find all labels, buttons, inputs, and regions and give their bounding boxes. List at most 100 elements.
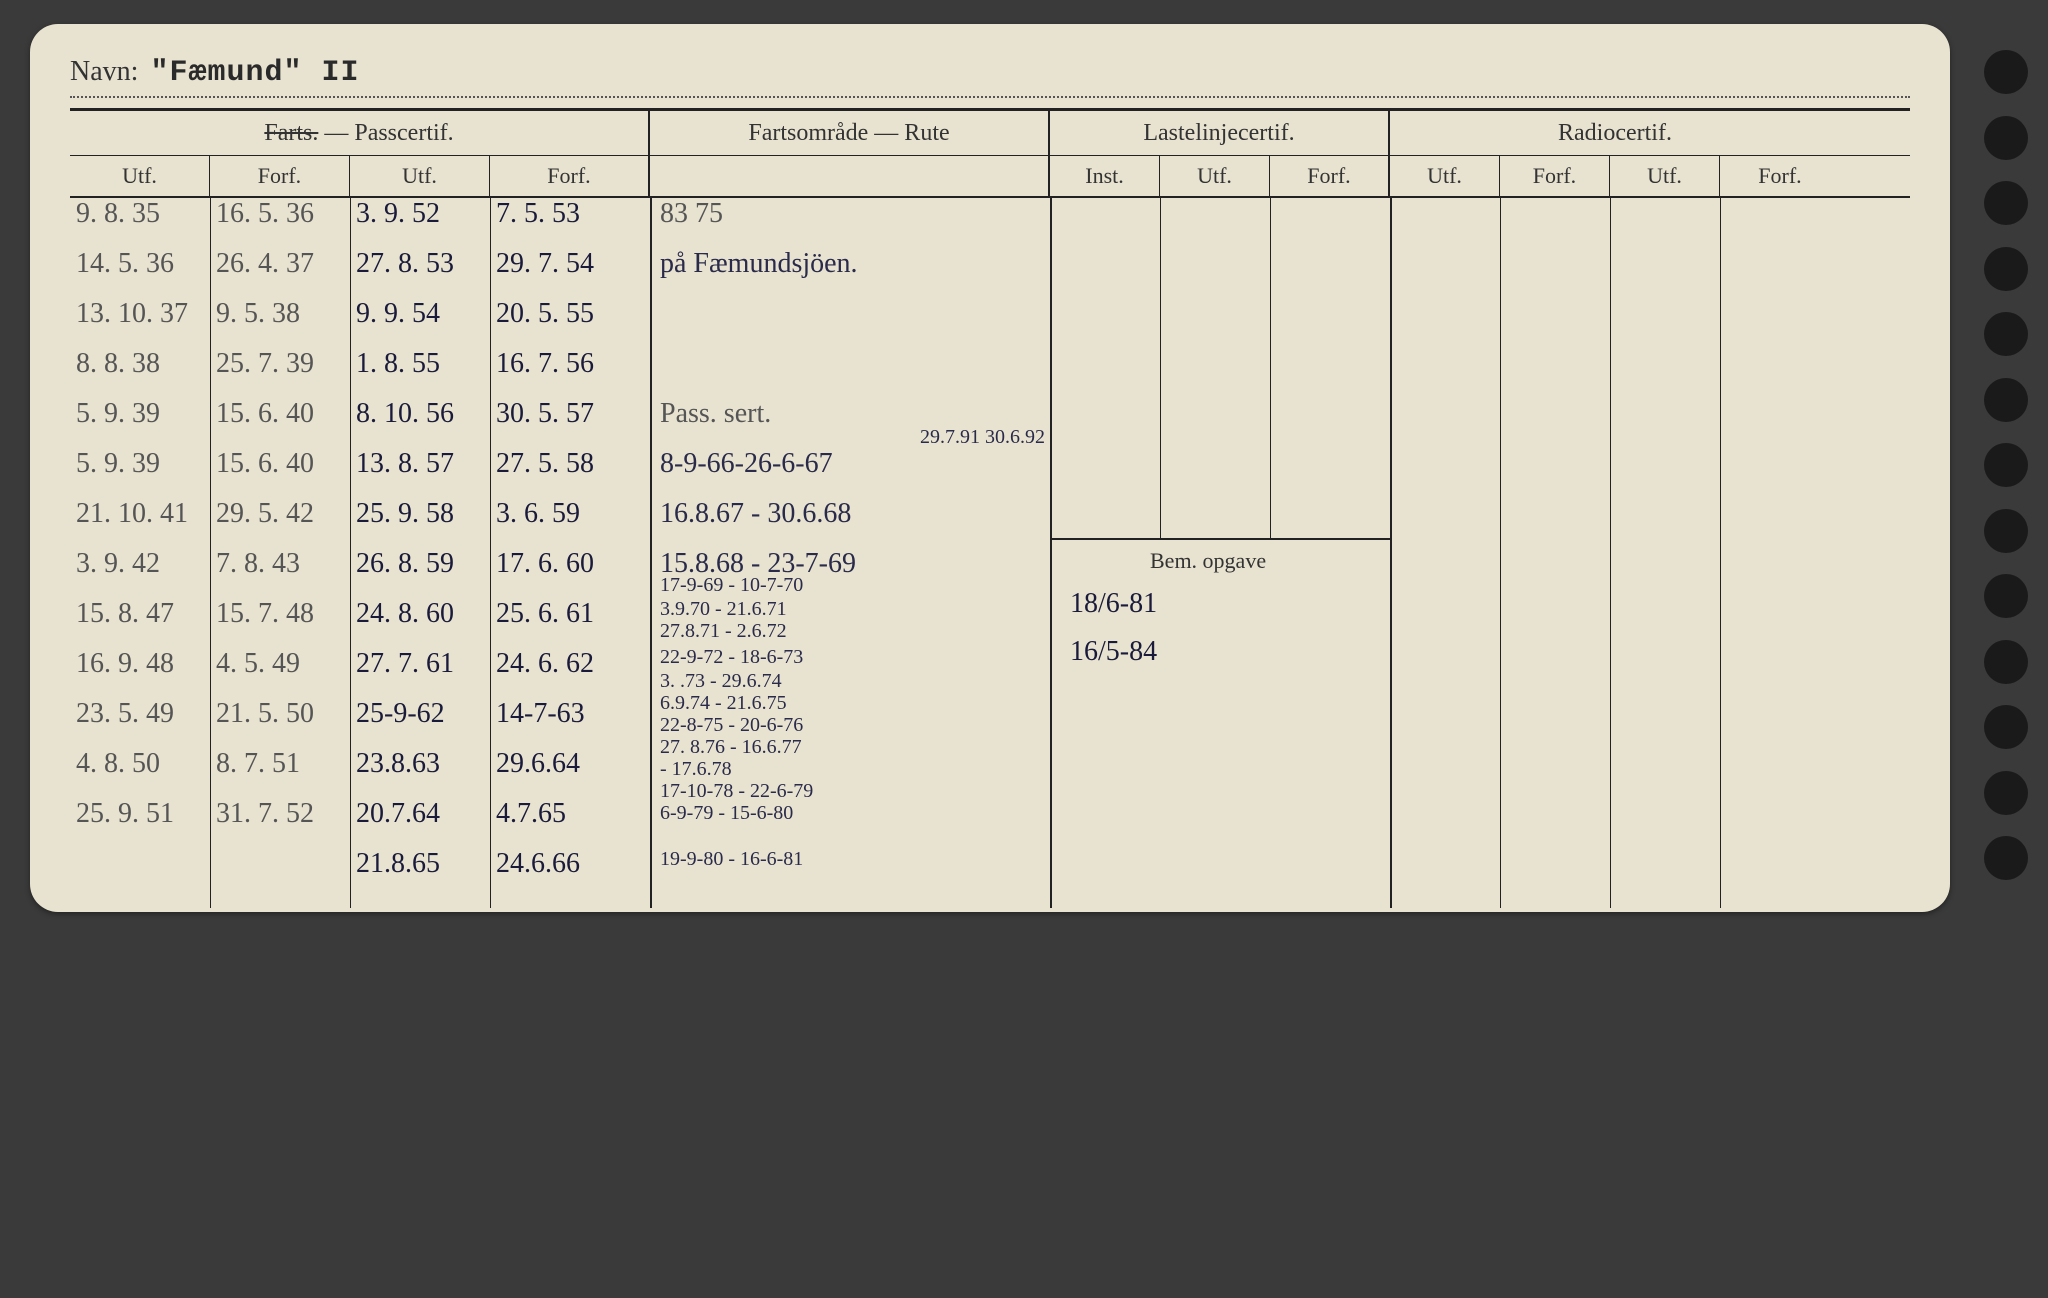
pass-right-forf: 29. 7. 54 [496, 248, 594, 280]
pass-left-utf: 3. 9. 42 [76, 548, 160, 580]
pass-left-forf: 15. 7. 48 [216, 598, 314, 630]
bem-entry: 18/6-81 [1070, 588, 1157, 620]
pass-right-forf: 29.6.64 [496, 748, 580, 780]
pass-left-forf: 15. 6. 40 [216, 448, 314, 480]
hole-icon [1984, 181, 2028, 225]
pass-right-utf: 13. 8. 57 [356, 448, 454, 480]
hdr-utf1: Utf. [70, 156, 210, 196]
pass-right-utf: 25. 9. 58 [356, 498, 454, 530]
pass-left-utf-col: 9. 8. 3514. 5. 3613. 10. 378. 8. 385. 9.… [76, 198, 206, 908]
hole-icon [1984, 705, 2028, 749]
rute-entry: 6-9-79 - 15-6-80 [660, 802, 793, 825]
pass-right-forf: 24.6.66 [496, 848, 580, 880]
pass-left-forf: 29. 5. 42 [216, 498, 314, 530]
hole-icon [1984, 247, 2028, 291]
pass-right-forf-col: 7. 5. 53 29. 7. 54 20. 5. 55 16. 7. 56 30. 5… [496, 198, 646, 908]
pass-left-utf: 23. 5. 49 [76, 698, 174, 730]
hole-icon [1984, 574, 2028, 618]
pass-left-forf: 31. 7. 52 [216, 798, 314, 830]
pass-left-utf: 16. 9. 48 [76, 648, 174, 680]
hole-icon [1984, 509, 2028, 553]
pass-right-utf: 23.8.63 [356, 748, 440, 780]
rute-entry: - 17.6.78 [660, 758, 732, 781]
rute-entry: 3.9.70 - 21.6.71 [660, 598, 787, 621]
rute-entry: 22-9-72 - 18-6-73 [660, 646, 803, 669]
navn-label: Navn: [70, 56, 138, 88]
hdr-passcertif: Farts. — Passcertif. [70, 111, 650, 155]
pass-right-utf: 20.7.64 [356, 798, 440, 830]
rute-entry: 22-8-75 - 20-6-76 [660, 714, 803, 737]
hdr-rute-blank [650, 156, 1050, 196]
pass-right-forf: 14-7-63 [496, 698, 585, 730]
header-row-2: Utf. Forf. Utf. Forf. Inst. Utf. Forf. U… [70, 156, 1910, 198]
hdr-fartsomrade: Fartsområde — Rute [650, 111, 1050, 155]
rute-entry: 83 75 [660, 198, 723, 230]
rute-entry: 17-10-78 - 22-6-79 [660, 780, 813, 803]
hole-icon [1984, 443, 2028, 487]
hole-icon [1984, 50, 2028, 94]
rute-entry: 17-9-69 - 10-7-70 [660, 574, 803, 597]
pass-right-forf: 30. 5. 57 [496, 398, 594, 430]
hdr-inst: Inst. [1050, 156, 1160, 196]
pass-left-utf: 5. 9. 39 [76, 448, 160, 480]
hdr-radio-forf2: Forf. [1720, 156, 1840, 196]
pass-left-utf: 15. 8. 47 [76, 598, 174, 630]
hole-icon [1984, 771, 2028, 815]
pass-right-forf: 16. 7. 56 [496, 348, 594, 380]
pass-left-forf-col: 16. 5. 3626. 4. 379. 5. 3825. 7. 3915. 6… [216, 198, 346, 908]
bem-entry: 16/5-84 [1070, 636, 1157, 668]
pass-right-utf-col: 3. 9. 5227. 8. 539. 9. 541. 8. 558. 10. … [356, 198, 486, 908]
hdr-radio-forf: Forf. [1500, 156, 1610, 196]
pass-right-utf: 24. 8. 60 [356, 598, 454, 630]
pass-left-forf: 7. 8. 43 [216, 548, 300, 580]
body-area: Bem. opgave 9. 8. 3514. 5. 3613. 10. 378… [70, 198, 1910, 908]
pass-left-forf: 16. 5. 36 [216, 198, 314, 230]
pass-right-forf: 20. 5. 55 [496, 298, 594, 330]
pass-left-forf: 15. 6. 40 [216, 398, 314, 430]
pass-right-utf: 26. 8. 59 [356, 548, 454, 580]
hdr-forf1: Forf. [210, 156, 350, 196]
hdr-radio-utf2: Utf. [1610, 156, 1720, 196]
pass-right-forf: 24. 6. 62 [496, 648, 594, 680]
pass-left-utf: 21. 10. 41 [76, 498, 188, 530]
pass-right-forf: 4.7.65 [496, 798, 566, 830]
hole-icon [1984, 312, 2028, 356]
pass-left-utf: 8. 8. 38 [76, 348, 160, 380]
rute-entry: på Fæmundsjöen. [660, 248, 858, 280]
hole-icon [1984, 116, 2028, 160]
pass-right-forf: 17. 6. 60 [496, 548, 594, 580]
rute-entry: Pass. sert. [660, 398, 771, 430]
pass-left-forf: 25. 7. 39 [216, 348, 314, 380]
hdr-laste-utf: Utf. [1160, 156, 1270, 196]
hdr-lastelinje: Lastelinjecertif. [1050, 111, 1390, 155]
rute-entry: 16.8.67 - 30.6.68 [660, 498, 851, 530]
pass-right-utf: 25-9-62 [356, 698, 445, 730]
pass-left-utf: 25. 9. 51 [76, 798, 174, 830]
pass-right-utf: 27. 7. 61 [356, 648, 454, 680]
pass-left-utf: 4. 8. 50 [76, 748, 160, 780]
pass-left-forf: 4. 5. 49 [216, 648, 300, 680]
hdr-utf2: Utf. [350, 156, 490, 196]
pass-right-forf: 7. 5. 53 [496, 198, 580, 230]
hole-icon [1984, 640, 2028, 684]
pass-right-forf: 3. 6. 59 [496, 498, 580, 530]
pass-right-utf: 1. 8. 55 [356, 348, 440, 380]
rute-entry: 29.7.91 30.6.92 [920, 426, 1045, 449]
hole-icon [1984, 836, 2028, 880]
pass-right-utf: 21.8.65 [356, 848, 440, 880]
pass-left-forf: 26. 4. 37 [216, 248, 314, 280]
bem-opgave-hdr: Bem. opgave [1150, 548, 1266, 574]
pass-right-utf: 3. 9. 52 [356, 198, 440, 230]
rute-entry: 8-9-66-26-6-67 [660, 448, 833, 480]
rute-col: 83 75 på Fæmundsjöen. Pass. sert. 8-9-66-26… [660, 198, 1050, 908]
rute-entry: 3. .73 - 29.6.74 [660, 670, 782, 693]
navn-row: Navn: "Fæmund" II [70, 56, 1910, 98]
navn-value: "Fæmund" II [150, 56, 359, 90]
pass-right-utf: 27. 8. 53 [356, 248, 454, 280]
pass-right-utf: 8. 10. 56 [356, 398, 454, 430]
pass-left-utf: 9. 8. 35 [76, 198, 160, 230]
rute-entry: 19-9-80 - 16-6-81 [660, 848, 803, 871]
index-card: Navn: "Fæmund" II Farts. — Passcertif. F… [30, 24, 1950, 912]
pass-right-forf: 27. 5. 58 [496, 448, 594, 480]
pass-left-forf: 8. 7. 51 [216, 748, 300, 780]
